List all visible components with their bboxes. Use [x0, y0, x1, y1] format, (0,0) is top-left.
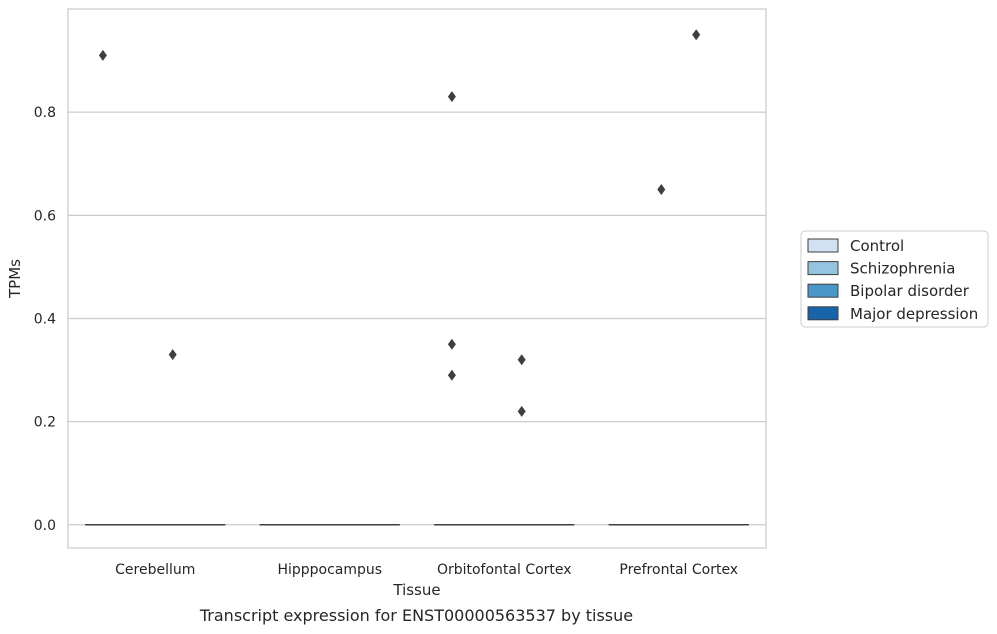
legend-swatch: [807, 261, 839, 276]
x-tick-label: Hipppocampus: [277, 562, 382, 578]
outlier-point: [692, 29, 701, 41]
x-tick-label: Orbitofontal Cortex: [437, 562, 572, 578]
outlier-point: [447, 91, 456, 103]
y-axis-ticks: 0.0 0.2 0.4 0.6 0.8: [34, 105, 56, 534]
legend-swatch: [807, 306, 839, 321]
legend-label: Control: [850, 237, 904, 255]
outlier-point: [517, 354, 526, 366]
x-tick-label: Prefrontal Cortex: [619, 562, 738, 578]
x-axis-label: Tissue: [392, 581, 440, 599]
x-axis-ticks: Cerebellum Hipppocampus Orbitofontal Corte…: [115, 562, 738, 578]
legend-swatch: [807, 238, 839, 253]
grid: [68, 111, 766, 526]
y-tick-label: 0.8: [34, 105, 56, 121]
y-tick-label: 0.4: [34, 311, 56, 327]
legend-label: Bipolar disorder: [850, 282, 970, 300]
legend-label: Major depression: [850, 305, 978, 323]
legend-label: Schizophrenia: [850, 260, 955, 278]
y-tick-label: 0.6: [34, 208, 56, 224]
outliers: [98, 29, 701, 417]
y-axis-label: TPMs: [6, 259, 24, 299]
chart-caption: Transcript expression for ENST0000056353…: [199, 606, 634, 625]
outlier-point: [168, 349, 177, 361]
outlier-point: [517, 405, 526, 417]
legend-frame: [800, 230, 989, 328]
legend: Control Schizophrenia Bipolar disorder Majo…: [800, 230, 989, 328]
plot-frame: [67, 8, 767, 549]
legend-swatch: [807, 283, 839, 298]
outlier-point: [98, 49, 107, 61]
y-tick-label: 0.0: [34, 518, 56, 534]
outlier-point: [447, 338, 456, 350]
x-tick-label: Cerebellum: [115, 562, 195, 578]
y-tick-label: 0.2: [34, 415, 56, 431]
outlier-point: [447, 369, 456, 381]
outlier-point: [657, 184, 666, 196]
